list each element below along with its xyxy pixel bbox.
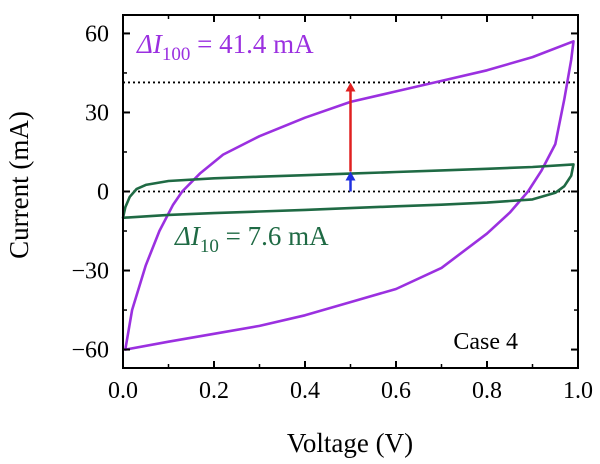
- y-tick-label: −60: [71, 338, 109, 364]
- y-tick-label: 0: [97, 180, 109, 206]
- x-tick-label: 1.0: [563, 378, 593, 404]
- series-line-0: [124, 40, 575, 351]
- x-tick-label: 0.4: [290, 378, 320, 404]
- y-axis-label: Current (mA): [4, 111, 34, 259]
- x-tick-label: 0.0: [108, 378, 138, 404]
- x-tick-label: 0.2: [199, 378, 229, 404]
- annotation-delta-i100: ΔI100 = 41.4 mA: [136, 29, 314, 65]
- annotation-delta-i10: ΔI10 = 7.6 mA: [174, 221, 329, 257]
- y-tick-label: 60: [85, 21, 109, 47]
- ticks: 0.0 0.2 0.4 0.6 0.8 1.0 60 30 0 −30 −60: [71, 15, 593, 404]
- arrow-head-0: [345, 82, 356, 92]
- x-axis-label: Voltage (V): [287, 428, 413, 458]
- x-tick-label: 0.6: [381, 378, 411, 404]
- arrow-head-1: [345, 171, 356, 181]
- series-line-1: [121, 163, 575, 220]
- case-label: Case 4: [453, 329, 518, 355]
- plot-area: [121, 40, 578, 351]
- x-tick-label: 0.8: [472, 378, 502, 404]
- y-tick-label: 30: [85, 100, 109, 126]
- y-tick-label: −30: [71, 259, 109, 285]
